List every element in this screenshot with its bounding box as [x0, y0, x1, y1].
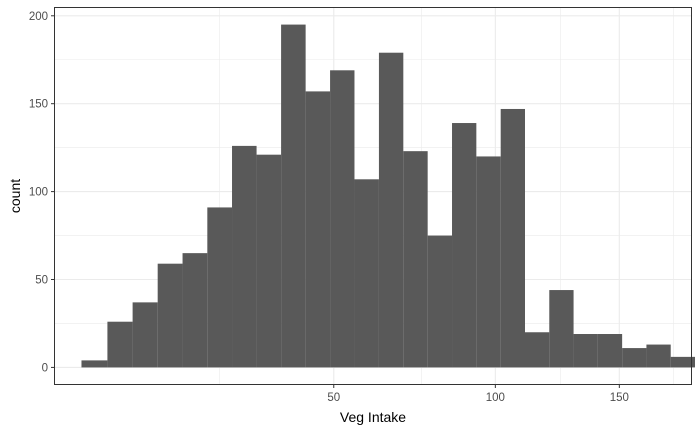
y-axis-title: count — [7, 179, 23, 213]
histogram-bar — [622, 348, 647, 368]
histogram-bar — [107, 321, 133, 368]
histogram-bar — [182, 253, 208, 368]
histogram-bar — [646, 344, 671, 368]
histogram-bar — [525, 332, 550, 368]
histogram-bar — [330, 70, 355, 368]
y-tick-label: 50 — [35, 275, 48, 287]
histogram-bars — [81, 24, 696, 368]
histogram-bar — [597, 334, 623, 368]
histogram-bar — [232, 145, 257, 368]
x-tick-label: 100 — [486, 392, 505, 404]
y-tick-label: 0 — [42, 362, 48, 374]
histogram-bar — [378, 52, 404, 368]
x-axis-title: Veg Intake — [340, 409, 406, 425]
axes: 0 50 100 150 200 50 100 150 — [29, 11, 629, 404]
y-tick-label: 100 — [29, 187, 48, 199]
histogram-bar — [132, 302, 158, 368]
histogram-bar — [403, 151, 428, 368]
histogram-bar — [207, 207, 233, 368]
histogram-bar — [354, 179, 379, 368]
y-tick-label: 200 — [29, 11, 48, 23]
histogram-bar — [573, 334, 598, 368]
x-tick-label: 50 — [327, 392, 340, 404]
histogram-bar — [452, 123, 477, 368]
histogram-bar — [305, 91, 331, 368]
panel-border — [54, 7, 692, 385]
histogram-bar — [670, 356, 696, 368]
histogram-bar — [256, 154, 282, 368]
histogram-bar — [81, 360, 108, 368]
histogram-bar — [427, 235, 453, 368]
histogram-bar — [549, 290, 574, 368]
histogram-bar — [157, 263, 183, 368]
x-tick-label: 150 — [610, 392, 629, 404]
histogram-bar — [281, 24, 306, 368]
histogram-bar — [476, 156, 501, 368]
histogram-bar — [500, 108, 526, 368]
y-tick-label: 150 — [29, 99, 48, 111]
